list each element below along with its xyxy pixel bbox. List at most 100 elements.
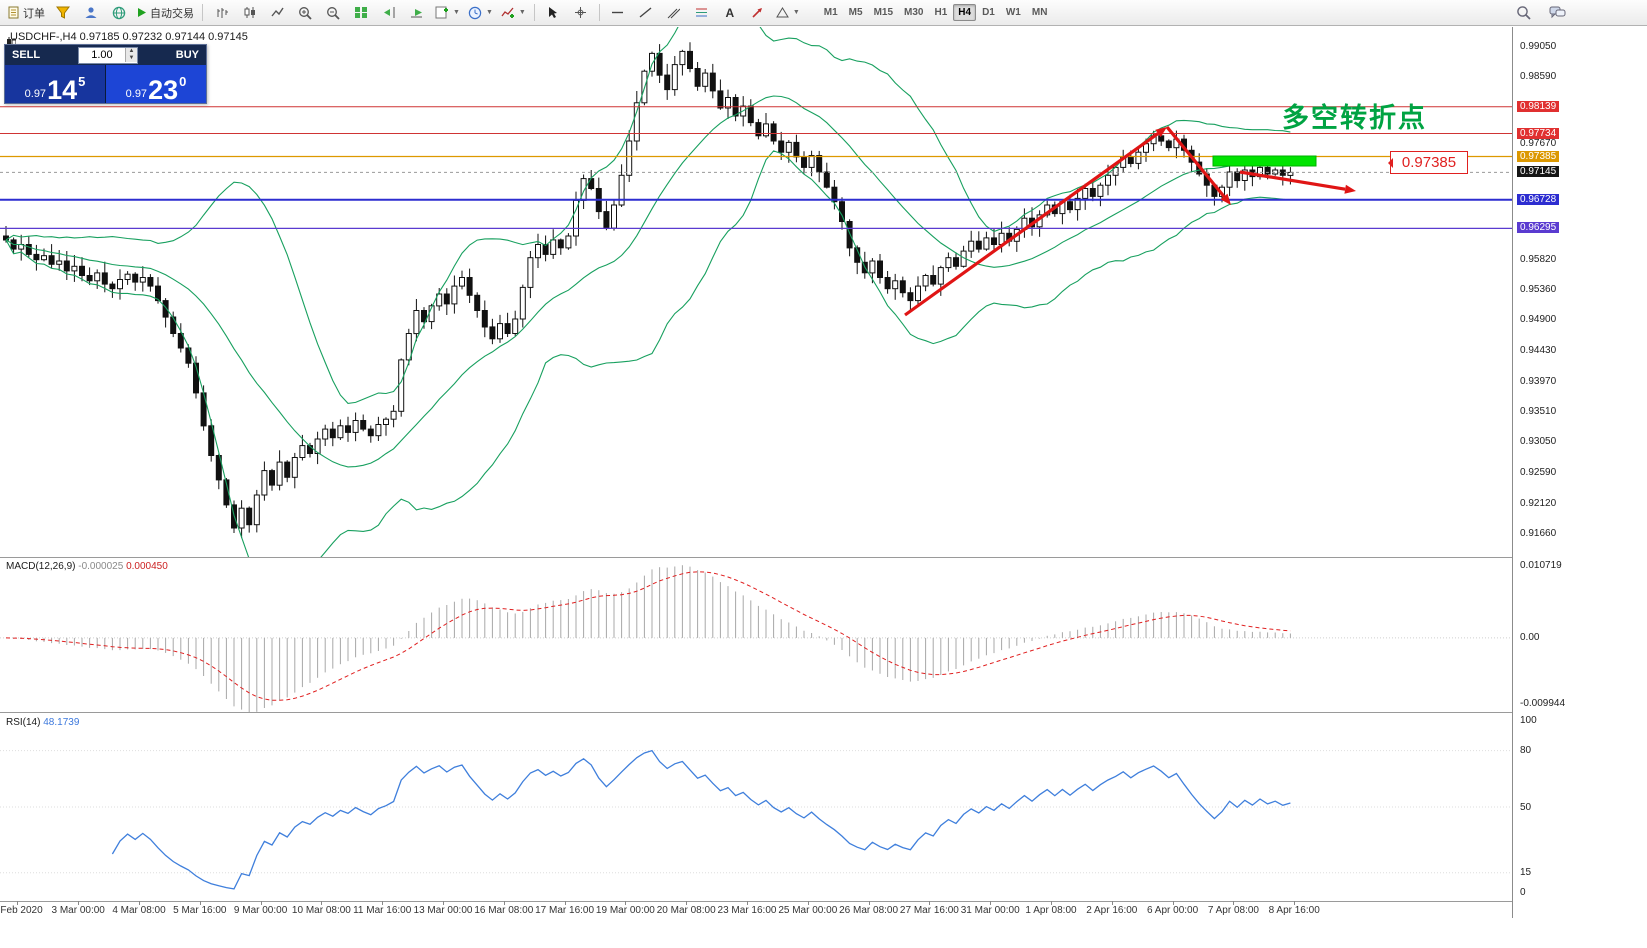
time-axis-tick: [382, 901, 384, 905]
panel-separator: [0, 901, 1512, 902]
community-icon[interactable]: [106, 3, 132, 23]
sell-button[interactable]: 0.97 14 5: [5, 65, 106, 104]
time-axis-tick: [625, 901, 627, 905]
buy-price-pip: 0: [179, 74, 187, 89]
spinner-down-icon[interactable]: ▼: [125, 55, 137, 62]
panel-separator[interactable]: [0, 557, 1512, 558]
zoom-in-icon[interactable]: [292, 3, 318, 23]
chart-region: USDCHF-,H4 0.97185 0.97232 0.97144 0.971…: [0, 27, 1512, 918]
rsi-panel-canvas[interactable]: [0, 713, 1512, 901]
date-label: 8 Apr 16:00: [1268, 905, 1320, 916]
price-axis[interactable]: 0.010719 0.00 -0.009944 100 80 50 15 0 0…: [1513, 27, 1647, 918]
tile-windows-icon[interactable]: [348, 3, 374, 23]
panel-separator[interactable]: [0, 712, 1512, 713]
trendline-tool-icon[interactable]: [633, 3, 659, 23]
axis-separator: [1512, 27, 1513, 918]
shapes-tool-icon[interactable]: ▼: [773, 3, 803, 23]
price-axis-label: 0.94900: [1520, 314, 1557, 326]
crosshair-icon[interactable]: [568, 3, 594, 23]
time-axis-tick: [1111, 901, 1113, 905]
time-axis-tick: [1233, 901, 1235, 905]
timeframe-button-h1[interactable]: H1: [934, 7, 948, 18]
date-label: 7 Apr 08:00: [1207, 905, 1259, 916]
macd-panel-canvas[interactable]: [0, 558, 1512, 712]
chart-shift-icon[interactable]: [376, 3, 402, 23]
time-axis-tick: [321, 901, 323, 905]
price-axis-label: 0.96295: [1517, 222, 1560, 234]
price-axis-label: 0.97385: [1517, 150, 1560, 162]
candlestick-chart-icon[interactable]: [236, 3, 262, 23]
date-label: 1 Apr 08:00: [1025, 905, 1077, 916]
line-chart-icon[interactable]: [264, 3, 290, 23]
volume-spinner[interactable]: ▲ ▼: [124, 48, 137, 62]
spinner-up-icon[interactable]: ▲: [125, 48, 137, 55]
chevron-down-icon: ▼: [518, 9, 526, 16]
timeframe-button-mn[interactable]: MN: [1031, 7, 1048, 18]
bar-chart-icon[interactable]: [208, 3, 234, 23]
turning-point-note[interactable]: 多空转折点: [1282, 103, 1427, 133]
time-axis-tick: [929, 901, 931, 905]
timeframe-button-m30[interactable]: M30: [904, 7, 924, 18]
time-axis-tick: [747, 901, 748, 905]
zoom-out-icon[interactable]: [320, 3, 346, 23]
price-axis-label: 0.93050: [1520, 436, 1557, 448]
search-icon[interactable]: [1510, 3, 1536, 23]
text-tool-icon[interactable]: A: [725, 5, 735, 20]
date-label: 26 Mar 08:00: [839, 905, 899, 916]
fibonacci-tool-icon[interactable]: [689, 3, 715, 23]
new-chart-button[interactable]: ▼: [432, 3, 463, 23]
price-axis-label: 0.93970: [1520, 375, 1557, 387]
alerts-icon[interactable]: [50, 3, 76, 23]
time-axis-tick: [443, 901, 444, 905]
main-chart-canvas[interactable]: [0, 27, 1512, 557]
indicators-button[interactable]: ▼: [498, 3, 529, 23]
price-axis-label: 0.94430: [1520, 345, 1557, 357]
profile-icon[interactable]: [78, 3, 104, 23]
auto-scroll-icon[interactable]: [404, 3, 430, 23]
macd-scale-zero: 0.00: [1520, 632, 1540, 643]
rsi-scale-100: 100: [1520, 715, 1537, 726]
new-order-button[interactable]: 订单: [5, 3, 48, 23]
time-axis-tick: [260, 901, 262, 905]
macd-scale-max: 0.010719: [1520, 560, 1562, 571]
chevron-down-icon: ▼: [792, 9, 800, 16]
date-label: 23 Mar 16:00: [717, 905, 777, 916]
date-label: 6 Apr 00:00: [1147, 905, 1199, 916]
volume-field: ▲▼: [77, 46, 138, 64]
arrow-object-icon[interactable]: [745, 3, 771, 23]
volume-input[interactable]: [78, 48, 125, 62]
price-axis-label: 0.92120: [1520, 497, 1557, 509]
cursor-icon[interactable]: [540, 3, 566, 23]
timeframe-button-d1[interactable]: D1: [982, 7, 995, 18]
time-axis-tick: [686, 901, 688, 905]
toolbar: 订单 自动交易 ▼ ▼ ▼ A ▼ M1 M5 M15 M30 H1 H4 D1 W1 MN: [0, 0, 1647, 26]
price-axis-label: 0.97734: [1517, 127, 1560, 139]
date-label: 19 Mar 00:00: [595, 905, 655, 916]
timeframe-button-w1[interactable]: W1: [1005, 7, 1021, 18]
chat-icon[interactable]: [1544, 3, 1570, 23]
price-axis-label: 0.98590: [1520, 71, 1557, 83]
date-label: 3 Mar 00:00: [51, 905, 105, 916]
auto-trading-button[interactable]: 自动交易: [134, 3, 197, 23]
channel-tool-icon[interactable]: [661, 3, 687, 23]
timeframe-button-h4[interactable]: H4: [953, 4, 977, 21]
date-label: 31 Mar 00:00: [960, 905, 1020, 916]
date-label: 9 Mar 00:00: [233, 905, 288, 916]
price-callout[interactable]: 0.97385: [1388, 151, 1468, 174]
buy-button[interactable]: 0.97 23 0: [106, 65, 206, 104]
price-axis-label: 0.93510: [1520, 406, 1557, 417]
date-label: 4 Mar 08:00: [112, 905, 166, 916]
time-axis[interactable]: 3 Feb 2020 3 Mar 00:00 4 Mar 08:00 5 Mar 16…: [0, 901, 1512, 918]
timeframe-button-m5[interactable]: M5: [848, 7, 863, 18]
separator: [533, 4, 535, 21]
symbol-ohlc-readout: USDCHF-,H4 0.97185 0.97232 0.97144 0.971…: [6, 31, 248, 48]
hline-tool-icon[interactable]: [605, 3, 631, 23]
timeframe-button-m1[interactable]: M1: [823, 7, 838, 18]
date-label: 10 Mar 08:00: [291, 905, 351, 916]
periods-button[interactable]: ▼: [465, 3, 496, 23]
time-axis-tick: [17, 901, 19, 905]
timeframe-button-m15[interactable]: M15: [873, 7, 894, 18]
date-label: 11 Mar 16:00: [353, 905, 412, 916]
rsi-scale-15: 15: [1520, 867, 1532, 878]
